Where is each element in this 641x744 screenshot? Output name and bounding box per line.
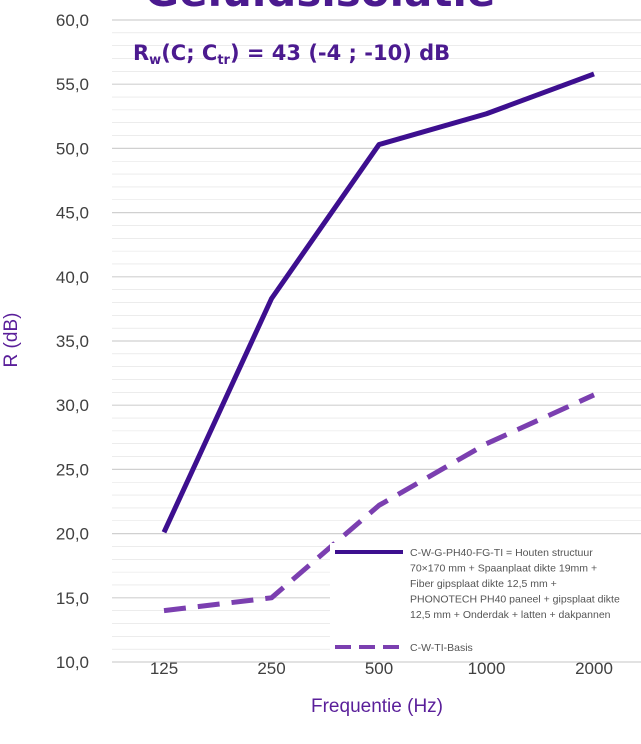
x-tick-label: 1000 [468,659,506,678]
x-axis-ticks: 125 250 500 1000 2000 [150,659,613,678]
x-tick-label: 250 [257,659,285,678]
legend-label-1: 12,5 mm + Onderdak + latten + dakpannen [410,609,611,621]
series-line-2 [163,392,596,614]
y-tick-label: 30,0 [56,396,89,415]
y-tick-label: 10,0 [56,653,89,672]
legend-label-2: C-W-TI-Basis [410,642,473,654]
y-tick-label: 40,0 [56,268,89,287]
y-axis-ticks: 10,0 15,0 20,0 25,0 30,0 35,0 40,0 45,0 50,0 55,0… [56,11,89,672]
rating-symbol-sub: w [149,53,161,68]
y-tick-label: 15,0 [56,589,89,608]
y-tick-label: 50,0 [56,139,89,158]
x-axis-title: Frequentie (Hz) [311,696,443,717]
y-tick-label: 25,0 [56,460,89,479]
series-lines [161,71,596,614]
y-tick-label: 45,0 [56,204,89,223]
legend-label-1: Fiber gipsplaat dikte 12,5 mm + [410,578,557,590]
y-tick-label: 20,0 [56,525,89,544]
legend-label-1: 70×170 mm + Spaanplaat dikte 19mm + [410,563,597,575]
x-tick-label: 500 [365,659,393,678]
y-tick-label: 60,0 [56,11,89,30]
y-axis-title: R (dB) [1,313,22,368]
rating-label: Rw(C; Ctr) = 43 (-4 ; -10) dB [133,41,450,68]
y-tick-label: 55,0 [56,75,89,94]
x-tick-label: 2000 [575,659,613,678]
series-line-1 [161,71,595,534]
legend-label-1: C-W-G-PH40-FG-TI = Houten structuur [410,547,593,559]
rating-close: ) = 43 (-4 ; -10) dB [230,41,450,65]
legend: C-W-G-PH40-FG-TI = Houten structuur 70×17… [330,543,641,660]
rating-ctr-sub: tr [217,53,230,68]
x-tick-label: 125 [150,659,178,678]
legend-label-1: PHONOTECH PH40 paneel + gipsplaat dikte [410,594,620,606]
rating-open: (C; C [161,41,217,65]
legend-background [330,543,641,660]
y-tick-label: 35,0 [56,332,89,351]
rating-symbol: R [133,41,149,65]
page-title: Geluidsisolatie [145,0,496,16]
